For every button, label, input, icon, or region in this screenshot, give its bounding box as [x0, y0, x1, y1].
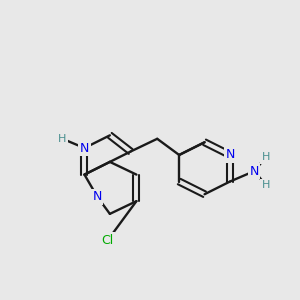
- Text: H: H: [58, 134, 67, 144]
- Text: N: N: [80, 142, 89, 154]
- Text: H: H: [262, 152, 270, 162]
- Text: N: N: [225, 148, 235, 161]
- Text: N: N: [250, 165, 259, 178]
- Text: H: H: [262, 180, 270, 190]
- Text: Cl: Cl: [101, 234, 114, 247]
- Text: N: N: [92, 190, 102, 203]
